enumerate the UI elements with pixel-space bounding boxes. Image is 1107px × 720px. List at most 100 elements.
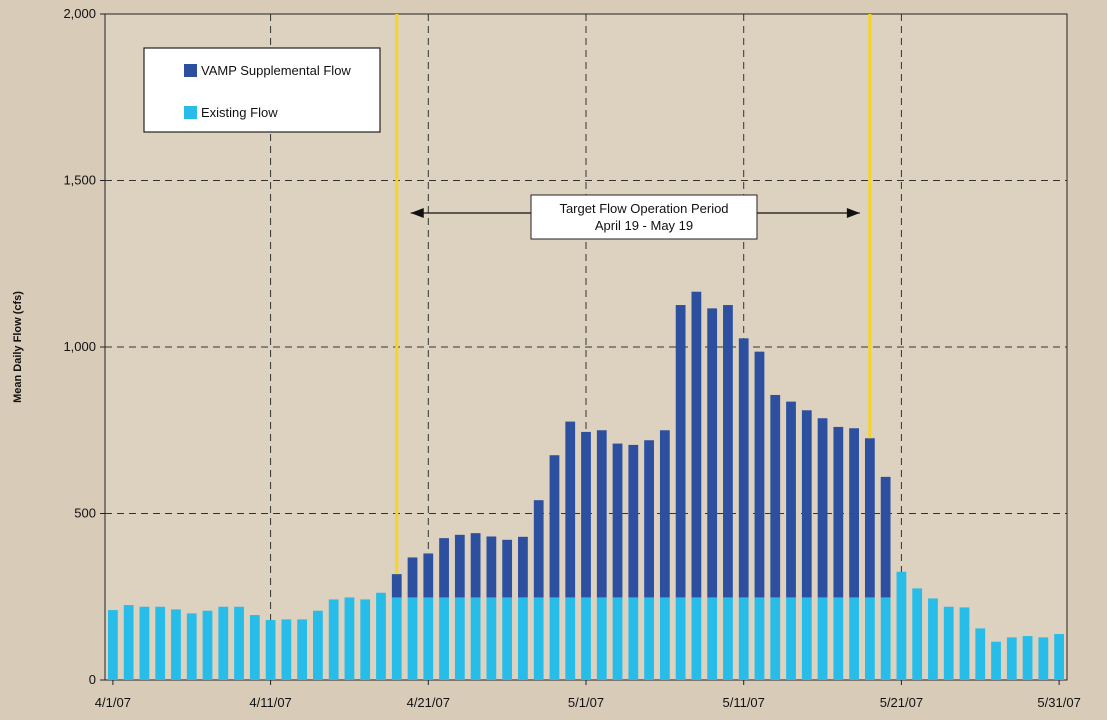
x-tick-label: 5/21/07 xyxy=(880,695,923,710)
arrow-head-left xyxy=(410,208,424,218)
bar-existing-flow xyxy=(470,597,481,680)
bar-existing-flow xyxy=(707,597,718,680)
y-tick-label: 0 xyxy=(89,672,96,687)
bar-existing-flow xyxy=(328,599,339,680)
bar-vamp-supplemental xyxy=(486,536,497,598)
bar-existing-flow xyxy=(218,606,229,680)
bar-existing-flow xyxy=(896,571,907,680)
bar-vamp-supplemental xyxy=(518,536,528,598)
bar-vamp-supplemental xyxy=(817,418,828,598)
bar-vamp-supplemental xyxy=(391,574,402,598)
bar-existing-flow xyxy=(628,597,639,680)
bar-existing-flow xyxy=(107,610,118,680)
bar-existing-flow xyxy=(786,597,796,680)
bar-existing-flow xyxy=(502,597,513,680)
period-markers xyxy=(395,14,872,575)
y-tick-label: 1,000 xyxy=(63,339,96,354)
bar-vamp-supplemental xyxy=(407,557,418,598)
bar-vamp-supplemental xyxy=(833,426,844,598)
legend-label-vamp: VAMP Supplemental Flow xyxy=(201,63,351,78)
bar-vamp-supplemental xyxy=(565,421,576,598)
legend-swatch-existing xyxy=(184,106,197,119)
bar-existing-flow xyxy=(612,597,623,680)
bar-existing-flow xyxy=(959,607,970,680)
bar-existing-flow xyxy=(770,597,781,680)
bar-existing-flow xyxy=(407,597,418,680)
bar-existing-flow xyxy=(928,598,938,680)
bar-existing-flow xyxy=(991,641,1001,680)
bar-existing-flow xyxy=(234,606,244,680)
bar-vamp-supplemental xyxy=(502,539,513,598)
bar-vamp-supplemental xyxy=(675,305,686,598)
bar-existing-flow xyxy=(817,597,828,680)
bar-vamp-supplemental xyxy=(880,476,891,598)
bar-existing-flow xyxy=(139,606,150,680)
bar-vamp-supplemental xyxy=(581,431,591,598)
x-tick-label: 4/1/07 xyxy=(95,695,131,710)
bar-existing-flow xyxy=(123,605,134,680)
bar-vamp-supplemental xyxy=(439,538,449,598)
bar-existing-flow xyxy=(975,628,986,680)
bar-existing-flow xyxy=(171,609,181,680)
x-tick-label: 4/21/07 xyxy=(407,695,450,710)
bar-existing-flow xyxy=(801,597,812,680)
annotation-line-1: Target Flow Operation Period xyxy=(559,201,728,216)
bar-vamp-supplemental xyxy=(549,455,560,598)
y-tick-label: 500 xyxy=(74,506,96,521)
bar-existing-flow xyxy=(391,597,402,680)
annotation-box xyxy=(530,194,758,240)
bar-existing-flow xyxy=(518,597,528,680)
bar-vamp-supplemental xyxy=(754,351,765,598)
bar-existing-flow xyxy=(659,597,670,680)
bar-existing-flow xyxy=(691,597,702,680)
bar-existing-flow xyxy=(360,599,371,680)
bar-existing-flow xyxy=(281,619,292,680)
bar-vamp-supplemental xyxy=(738,338,749,598)
bar-existing-flow xyxy=(439,597,449,680)
bar-existing-flow xyxy=(912,588,923,680)
bar-existing-flow xyxy=(376,592,386,680)
bar-vamp-supplemental xyxy=(628,444,639,598)
bar-existing-flow xyxy=(880,597,891,680)
bar-existing-flow xyxy=(723,597,733,680)
bar-existing-flow xyxy=(754,597,765,680)
bar-existing-flow xyxy=(675,597,686,680)
bar-vamp-supplemental xyxy=(691,291,702,598)
bar-vamp-supplemental xyxy=(659,430,670,598)
bar-vamp-supplemental xyxy=(612,443,623,598)
bar-existing-flow xyxy=(1006,637,1017,680)
target-period-annotation: Target Flow Operation Period April 19 - … xyxy=(410,194,860,240)
bar-vamp-supplemental xyxy=(470,533,481,598)
bar-vamp-supplemental xyxy=(770,394,781,598)
bar-existing-flow xyxy=(202,610,213,680)
bar-existing-flow xyxy=(344,597,355,680)
bar-existing-flow xyxy=(596,597,607,680)
bars xyxy=(107,291,1065,680)
bar-existing-flow xyxy=(155,606,166,680)
bar-vamp-supplemental xyxy=(533,500,544,598)
bar-existing-flow xyxy=(297,619,308,680)
bar-existing-flow xyxy=(1038,637,1049,680)
bar-vamp-supplemental xyxy=(644,440,654,598)
bar-vamp-supplemental xyxy=(864,438,875,598)
bar-vamp-supplemental xyxy=(596,430,607,598)
bar-existing-flow xyxy=(738,597,749,680)
legend: VAMP Supplemental Flow Existing Flow xyxy=(143,47,381,133)
annotation-line-2: April 19 - May 19 xyxy=(595,218,693,233)
bar-existing-flow xyxy=(565,597,576,680)
x-tick-label: 5/1/07 xyxy=(568,695,604,710)
legend-box xyxy=(143,47,381,133)
bar-existing-flow xyxy=(581,597,591,680)
bar-existing-flow xyxy=(265,620,276,680)
bar-existing-flow xyxy=(1022,636,1033,680)
x-tick-label: 5/11/07 xyxy=(722,695,764,710)
bar-vamp-supplemental xyxy=(723,305,733,598)
bar-existing-flow xyxy=(549,597,560,680)
bar-vamp-supplemental xyxy=(801,410,812,598)
x-tick-label: 5/31/07 xyxy=(1037,695,1080,710)
bar-existing-flow xyxy=(423,597,434,680)
y-tick-label: 1,500 xyxy=(63,173,96,188)
legend-label-existing: Existing Flow xyxy=(201,105,278,120)
